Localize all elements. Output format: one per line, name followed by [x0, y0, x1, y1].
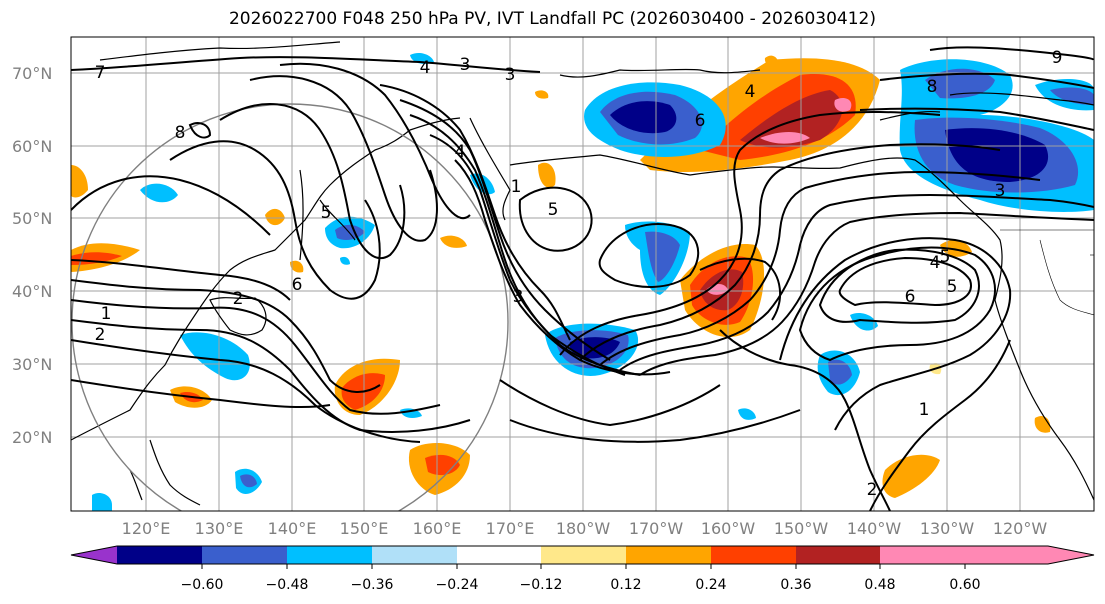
colorbar-segment	[457, 546, 541, 564]
chart-title: 2026022700 F048 250 hPa PV, IVT Landfall…	[228, 9, 876, 29]
colorbar-tick-label: −0.48	[266, 577, 309, 593]
lon-label: 160°W	[701, 519, 756, 538]
lat-label: 70°N	[12, 64, 52, 83]
lon-label: 180°W	[556, 519, 611, 538]
colorbar-ticks	[201, 564, 966, 569]
lat-label: 30°N	[12, 355, 52, 374]
contour-label: 1	[101, 304, 112, 324]
colorbar-tick-label: 0.12	[610, 577, 641, 593]
colorbar-tick-label: −0.36	[351, 577, 394, 593]
colorbar-segment	[372, 546, 457, 564]
contour-label: 1	[511, 177, 522, 197]
contour-label: 7	[95, 63, 106, 83]
contour-label: 1	[919, 400, 930, 420]
lat-label: 20°N	[12, 428, 52, 447]
colorbar-segment	[287, 546, 372, 564]
colorbar-segment	[202, 546, 287, 564]
lon-label: 170°W	[629, 519, 684, 538]
landfall-radius-circle	[71, 103, 509, 511]
contour-label: 5	[947, 277, 958, 297]
colorbar-tick-label: −0.12	[520, 577, 563, 593]
lat-label: 50°N	[12, 209, 52, 228]
contour-label: 2	[233, 289, 244, 309]
colorbar-segment	[880, 546, 965, 564]
lat-label: 60°N	[12, 137, 52, 156]
shading-negative	[92, 52, 1094, 511]
contour-label: 3	[460, 55, 471, 75]
colorbar-tick-label: 0.60	[949, 577, 980, 593]
colorbar-tick-label: −0.60	[181, 577, 224, 593]
colorbar-extend-high	[1048, 546, 1094, 564]
contour-label: 6	[905, 287, 916, 307]
lon-label: 150°E	[340, 519, 389, 538]
contour-label: 2	[95, 325, 106, 345]
contour-label: 3	[995, 181, 1006, 201]
contour-label: 3	[505, 65, 516, 85]
contour-label: 5	[940, 247, 951, 267]
latitude-labels: 70°N 60°N 50°N 40°N 30°N 20°N	[12, 64, 52, 447]
contour-label: 6	[292, 275, 303, 295]
colorbar-segment	[711, 546, 796, 564]
contour-label: 4	[455, 142, 466, 162]
colorbar-segment	[117, 546, 202, 564]
colorbar-segment	[796, 546, 880, 564]
longitude-labels: 120°E 130°E 140°E 150°E 160°E 170°E 180°…	[122, 519, 1048, 538]
colorbar-tick-label: 0.24	[695, 577, 726, 593]
colorbar-extend-low	[71, 546, 117, 564]
contour-label: 8	[175, 123, 186, 143]
lon-label: 130°E	[195, 519, 244, 538]
contour-label: 5	[548, 200, 559, 220]
colorbar-tick-label: −0.24	[436, 577, 479, 593]
contour-label: 4	[745, 82, 756, 102]
graticule	[71, 37, 1094, 511]
contour-label: 9	[1052, 48, 1063, 68]
lon-label: 120°W	[993, 519, 1048, 538]
lon-label: 120°E	[122, 519, 171, 538]
colorbar-tick-label: 0.48	[864, 577, 895, 593]
contour-label: 6	[695, 111, 706, 131]
map-frame	[70, 36, 1095, 512]
contour-label: 2	[867, 480, 878, 500]
contour-label: 4	[420, 58, 431, 78]
contour-label: 3	[513, 287, 524, 307]
coastlines	[71, 41, 1094, 506]
contour-label: 8	[927, 77, 938, 97]
colorbar: −0.60 −0.48 −0.36 −0.24 −0.12 0.12 0.24 …	[70, 545, 1095, 593]
contour-label: 5	[321, 203, 332, 223]
colorbar-segment	[626, 546, 711, 564]
contour-labels: 7 8 4 3 3 4 6 9 8 5 5 1 2 1 2 6 3 4 6 5 …	[95, 48, 1063, 500]
lat-label: 40°N	[12, 282, 52, 301]
lon-label: 140°E	[268, 519, 317, 538]
lon-label: 170°E	[486, 519, 535, 538]
contour-label: 4	[930, 253, 941, 273]
colorbar-segment	[541, 546, 626, 564]
lon-label: 150°W	[774, 519, 829, 538]
colorbar-segment	[965, 546, 1048, 564]
lon-label: 140°W	[847, 519, 902, 538]
country-borders	[1000, 229, 1094, 316]
lon-label: 160°E	[413, 519, 462, 538]
lon-label: 130°W	[920, 519, 975, 538]
colorbar-outline	[70, 545, 1095, 565]
colorbar-tick-label: 0.36	[780, 577, 811, 593]
pv-contours	[71, 46, 1094, 511]
